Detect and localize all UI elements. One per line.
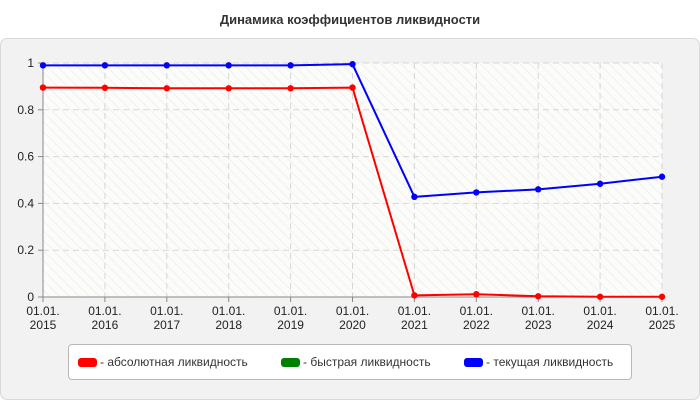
x-tick-label: 01.01.	[583, 304, 616, 318]
data-point-2	[535, 186, 542, 193]
legend-label-absolute: - абсолютная ликвидность	[100, 355, 248, 369]
chart-title: Динамика коэффициентов ликвидности	[219, 12, 481, 27]
x-tick-label: 01.01.	[460, 304, 493, 318]
data-point-2	[287, 62, 294, 69]
x-tick-label-year: 2019	[277, 318, 304, 332]
x-tick-label-year: 2017	[153, 318, 180, 332]
legend-item-quick[interactable]: - быстрая ликвидность	[281, 345, 431, 379]
data-point-0	[411, 292, 418, 299]
x-tick-label-year: 2025	[649, 318, 676, 332]
legend-item-absolute[interactable]: - абсолютная ликвидность	[78, 345, 248, 379]
data-point-0	[349, 84, 356, 91]
legend-label-quick: - быстрая ликвидность	[303, 355, 431, 369]
y-tick-label: 0.2	[17, 243, 34, 257]
legend-swatch-current	[464, 357, 483, 367]
data-point-0	[39, 84, 47, 91]
data-point-2	[411, 193, 418, 201]
x-tick-label-year: 2015	[30, 318, 57, 332]
y-tick-label: 0.4	[17, 196, 34, 210]
data-point-2	[473, 189, 480, 196]
x-tick-label-year: 2023	[525, 318, 552, 332]
legend-swatch-quick	[281, 357, 300, 367]
data-point-2	[596, 180, 604, 187]
data-point-2	[39, 62, 47, 69]
y-tick-label: 0.6	[17, 150, 34, 164]
x-tick-label-year: 2021	[401, 318, 428, 332]
legend-item-current[interactable]: - текущая ликвидность	[464, 345, 613, 379]
data-point-0	[535, 293, 542, 300]
data-point-0	[163, 85, 170, 92]
x-tick-label: 01.01.	[26, 304, 59, 318]
x-tick-label-year: 2018	[215, 318, 242, 332]
y-tick-label: 0	[27, 290, 34, 304]
x-tick-label: 01.01.	[522, 304, 555, 318]
data-point-0	[101, 84, 109, 92]
x-tick-label: 01.01.	[150, 304, 183, 318]
x-tick-label: 01.01.	[398, 304, 431, 318]
data-point-0	[287, 85, 294, 92]
legend: - абсолютная ликвидность - быстрая ликви…	[68, 344, 632, 380]
data-point-2	[349, 60, 356, 68]
data-point-0	[225, 85, 232, 92]
data-point-2	[101, 62, 109, 69]
x-tick-label-year: 2024	[587, 318, 614, 332]
x-tick-label-year: 2020	[339, 318, 366, 332]
x-tick-label: 01.01.	[336, 304, 369, 318]
data-point-0	[596, 293, 604, 300]
x-tick-label-year: 2016	[92, 318, 119, 332]
x-tick-label: 01.01.	[645, 304, 678, 318]
y-tick-label: 1	[27, 56, 34, 70]
x-tick-label-year: 2022	[463, 318, 490, 332]
data-point-2	[225, 62, 232, 69]
legend-swatch-absolute	[78, 357, 97, 367]
data-point-0	[658, 293, 666, 300]
data-point-0	[473, 290, 480, 298]
data-point-2	[163, 62, 170, 69]
legend-label-current: - текущая ликвидность	[486, 355, 614, 369]
y-tick-label: 0.8	[17, 103, 34, 117]
data-point-2	[658, 173, 666, 180]
x-tick-label: 01.01.	[212, 304, 245, 318]
x-tick-label: 01.01.	[88, 304, 121, 318]
x-tick-label: 01.01.	[274, 304, 307, 318]
